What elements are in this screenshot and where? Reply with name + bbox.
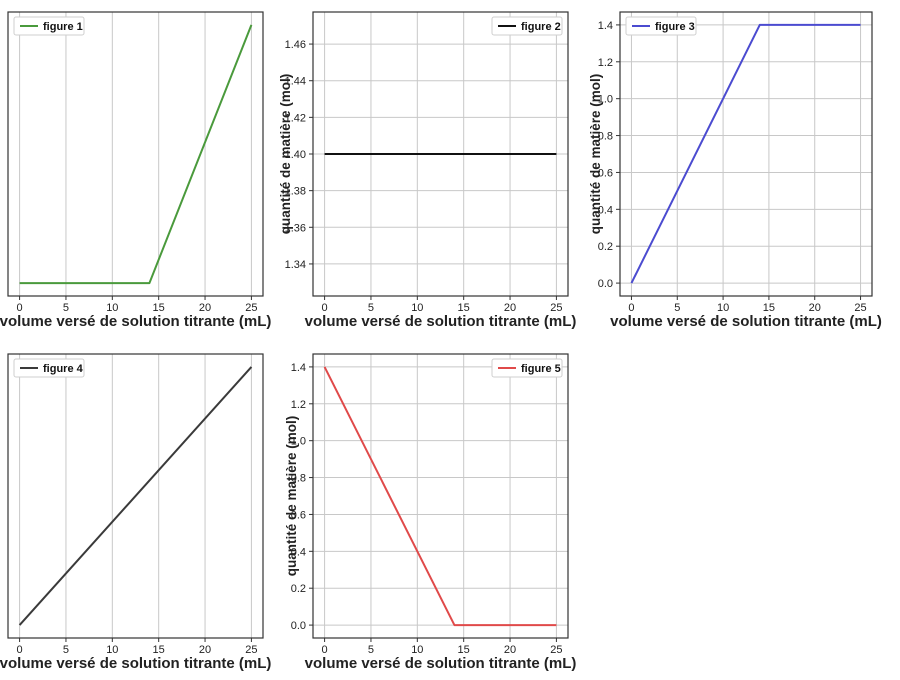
chart-5-ytick-label: 0.0	[291, 620, 306, 632]
chart-3: 0 5 10 15 20 25 0.0 0.2 0.4 0.6 0.8 1.0 1.2 1.4 volume…	[588, 11, 882, 330]
chart-3-xtick-label: 0	[628, 302, 634, 314]
chart-4-xtick-label: 0	[17, 644, 23, 656]
chart-3-series-line	[630, 23, 861, 284]
chart-4-legend-box	[13, 358, 85, 378]
chart-5-ytick-label: 0.4	[291, 546, 306, 558]
chart-1-legend: figure 1	[13, 16, 85, 36]
chart-3-xlabel: volume versé de solution titrante (mL)	[610, 313, 882, 330]
chart-5-legend-label: figure 5	[521, 363, 561, 375]
chart-1-xlabel: volume versé de solution titrante (mL)	[0, 313, 271, 330]
chart-2-ytick-label: 1.38	[285, 186, 306, 198]
chart-3-ytick-label: 1.2	[598, 57, 613, 69]
chart-4-xtick-label: 25	[245, 644, 257, 656]
chart-5-legend-box	[491, 358, 563, 378]
chart-5-ytick-label: 1.2	[291, 399, 306, 411]
chart-1-series-line	[19, 24, 253, 285]
chart-2-ytick-label: 1.44	[285, 76, 306, 88]
chart-4-legend-label: figure 4	[43, 363, 84, 375]
chart-3-ytick-label: 1.0	[598, 94, 613, 106]
chart-1-xtick-label: 10	[106, 302, 118, 314]
chart-3-ylabel: quantité de matière (mol)	[588, 74, 603, 235]
chart-2: 0 5 10 15 20 25 1.34 1.36 1.38 1.40 1.42 1.44 1.46 vo…	[278, 11, 577, 330]
chart-2-xtick-label: 5	[368, 302, 374, 314]
chart-2-xtick-label: 15	[458, 302, 470, 314]
chart-3-legend: figure 3	[625, 16, 697, 36]
chart-3-xtick-label: 10	[717, 302, 729, 314]
chart-3-ytick-label: 0.2	[598, 241, 613, 253]
chart-5-ytick-label: 0.6	[291, 509, 306, 521]
chart-5-xtick-label: 0	[322, 644, 328, 656]
chart-5-xlabel: volume versé de solution titrante (mL)	[305, 655, 577, 672]
chart-4-xtick-label: 20	[199, 644, 211, 656]
chart-2-legend: figure 2	[491, 16, 563, 36]
chart-1-xtick-label: 5	[63, 302, 69, 314]
chart-3-ytick-label: 0.4	[598, 204, 613, 216]
chart-3-legend-label: figure 3	[655, 21, 695, 33]
chart-5: 0 5 10 15 20 25 0.0 0.2 0.4 0.6 0.8 1.0 1.2 1.4 volume…	[284, 353, 577, 672]
chart-2-xtick-label: 10	[411, 302, 423, 314]
chart-3-legend-box	[625, 16, 697, 36]
chart-1-xtick-label: 15	[153, 302, 165, 314]
chart-5-ytick-label: 0.2	[291, 583, 306, 595]
chart-5-series-line	[323, 366, 557, 627]
chart-2-ytick-label: 1.40	[285, 149, 306, 161]
chart-2-ylabel: quantité de matière (mol)	[278, 74, 293, 235]
chart-4-frame	[7, 353, 264, 639]
chart-5-xtick-label: 10	[411, 644, 423, 656]
chart-5-xtick-label: 5	[368, 644, 374, 656]
chart-4-series-line	[18, 366, 253, 626]
chart-5-xtick-label: 15	[458, 644, 470, 656]
chart-3-xtick-label: 25	[854, 302, 866, 314]
chart-5-xtick-label: 20	[504, 644, 516, 656]
chart-2-legend-label: figure 2	[521, 21, 561, 33]
chart-2-ytick-label: 1.36	[285, 222, 306, 234]
chart-3-ytick-label: 0.0	[598, 278, 613, 290]
chart-5-frame	[312, 353, 569, 639]
chart-4-xtick-label: 10	[106, 644, 118, 656]
chart-4-xlabel: volume versé de solution titrante (mL)	[0, 655, 271, 672]
chart-2-xlabel: volume versé de solution titrante (mL)	[305, 313, 577, 330]
chart-5-ytick-label: 1.0	[291, 436, 306, 448]
chart-3-xtick-label: 20	[809, 302, 821, 314]
chart-4-legend: figure 4	[13, 358, 85, 378]
chart-3-ytick-label: 0.8	[598, 131, 613, 143]
chart-2-ytick-label: 1.42	[285, 112, 306, 124]
chart-2-ytick-label: 1.34	[285, 259, 306, 271]
chart-3-ytick-label: 1.4	[598, 20, 613, 32]
chart-1-legend-label: figure 1	[43, 21, 83, 33]
chart-1-xtick-label: 0	[17, 302, 23, 314]
chart-3-frame	[619, 11, 873, 297]
chart-3-xtick-label: 15	[763, 302, 775, 314]
chart-1-legend-box	[13, 16, 85, 36]
chart-1-xtick-label: 20	[199, 302, 211, 314]
chart-2-ytick-label: 1.46	[285, 39, 306, 51]
chart-3-xtick-label: 5	[674, 302, 680, 314]
chart-5-ytick-label: 1.4	[291, 362, 306, 374]
chart-4-xtick-label: 15	[153, 644, 165, 656]
chart-4-xtick-label: 5	[63, 644, 69, 656]
chart-1-xtick-label: 25	[245, 302, 257, 314]
chart-5-ylabel: quantité de matière (mol)	[284, 416, 299, 577]
chart-2-xtick-label: 20	[504, 302, 516, 314]
chart-2-legend-box	[491, 16, 563, 36]
chart-3-ytick-label: 0.6	[598, 167, 613, 179]
chart-2-xtick-label: 0	[322, 302, 328, 314]
chart-5-xtick-label: 25	[550, 644, 562, 656]
chart-5-ytick-label: 0.8	[291, 473, 306, 485]
chart-5-legend: figure 5	[491, 358, 563, 378]
chart-1-frame	[7, 11, 264, 297]
chart-2-xtick-label: 25	[550, 302, 562, 314]
